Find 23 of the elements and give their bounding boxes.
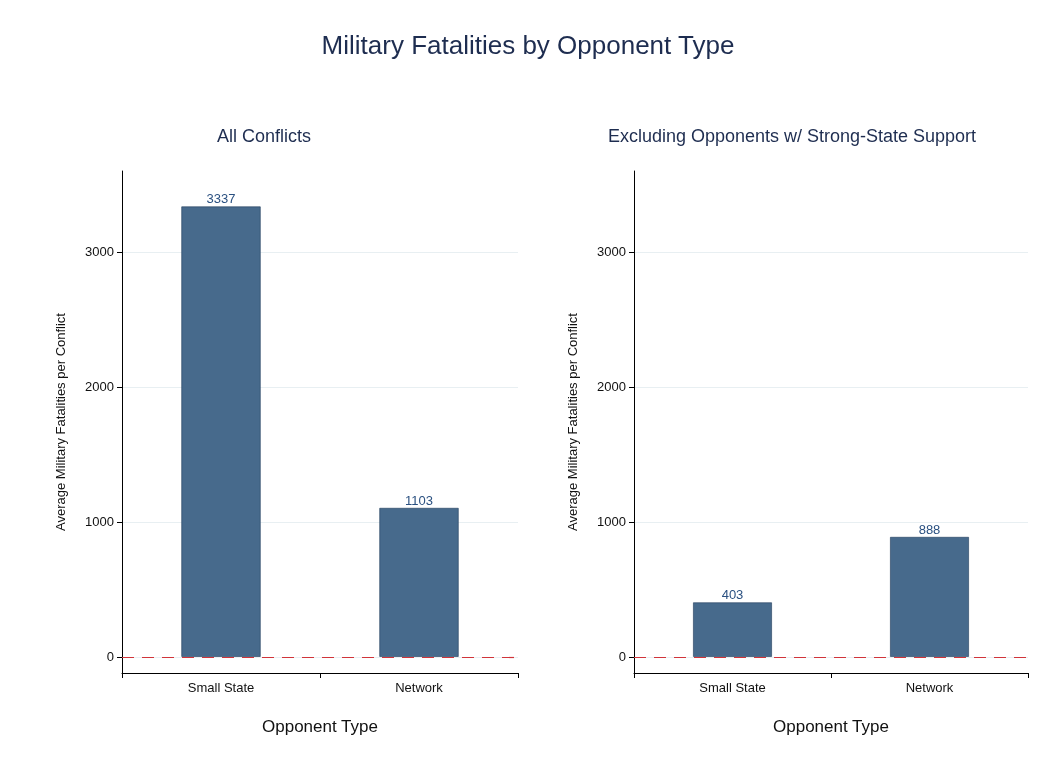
y-tick-label: 0 xyxy=(618,649,626,665)
data-label: 888 xyxy=(918,521,941,537)
y-tick-label: 2000 xyxy=(597,379,626,395)
y-tick-label: 1000 xyxy=(85,514,114,530)
chart-title: Military Fatalities by Opponent Type xyxy=(320,30,736,61)
y-axis-title: Average Military Fatalities per Conflict xyxy=(565,312,580,531)
y-axis-title: Average Military Fatalities per Conflict xyxy=(53,312,68,531)
x-tick-label: Network xyxy=(905,680,954,695)
data-label: 403 xyxy=(721,587,744,603)
x-axis-title: Opponent Type xyxy=(262,717,378,736)
y-tick-label: 1000 xyxy=(597,514,626,530)
chart-subtitle: All Conflicts xyxy=(216,126,312,146)
data-label: 1103 xyxy=(405,492,433,508)
x-tick-label: Network xyxy=(395,680,444,695)
x-tick-label: Small State xyxy=(699,680,766,695)
x-axis-title: Opponent Type xyxy=(773,717,889,736)
y-tick-label: 0 xyxy=(106,649,114,665)
y-tick-label: 3000 xyxy=(597,244,626,260)
y-tick-label: 2000 xyxy=(85,379,114,395)
x-tick-label: Small State xyxy=(187,680,255,695)
y-tick-label: 3000 xyxy=(85,244,114,260)
chart-subtitle: Excluding Opponents w/ Strong-State Support xyxy=(607,126,977,146)
data-label: 3337 xyxy=(206,191,236,207)
